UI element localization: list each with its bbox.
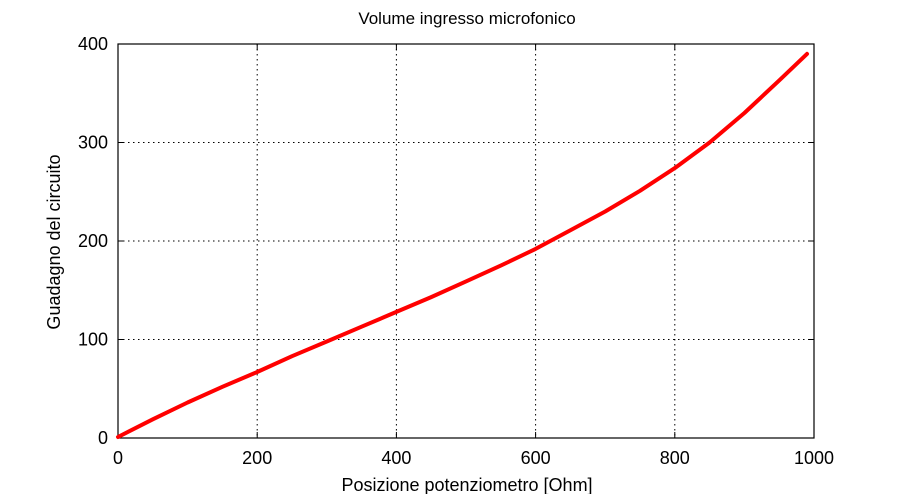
y-tick-label: 100 (78, 330, 108, 350)
y-tick-label: 0 (98, 428, 108, 448)
x-tick-label: 600 (521, 448, 551, 468)
x-tick-label: 1000 (794, 448, 834, 468)
chart-title: Volume ingresso microfonico (358, 9, 575, 28)
y-tick-label: 200 (78, 231, 108, 251)
x-tick-label: 0 (113, 448, 123, 468)
axis-ticks: 0 200 400 600 800 1000 0 100 200 300 400 (78, 34, 834, 468)
series-layer (116, 51, 809, 439)
y-tick-label: 300 (78, 133, 108, 153)
y-axis-label: Guadagno del circuito (44, 154, 64, 329)
series-line (116, 51, 809, 439)
y-tick-label: 400 (78, 34, 108, 54)
plot-frame (117, 43, 815, 439)
grid-lines (118, 44, 814, 438)
x-tick-label: 400 (381, 448, 411, 468)
x-axis-label: Posizione potenziometro [Ohm] (341, 475, 592, 494)
x-tick-label: 800 (660, 448, 690, 468)
x-tick-label: 200 (242, 448, 272, 468)
